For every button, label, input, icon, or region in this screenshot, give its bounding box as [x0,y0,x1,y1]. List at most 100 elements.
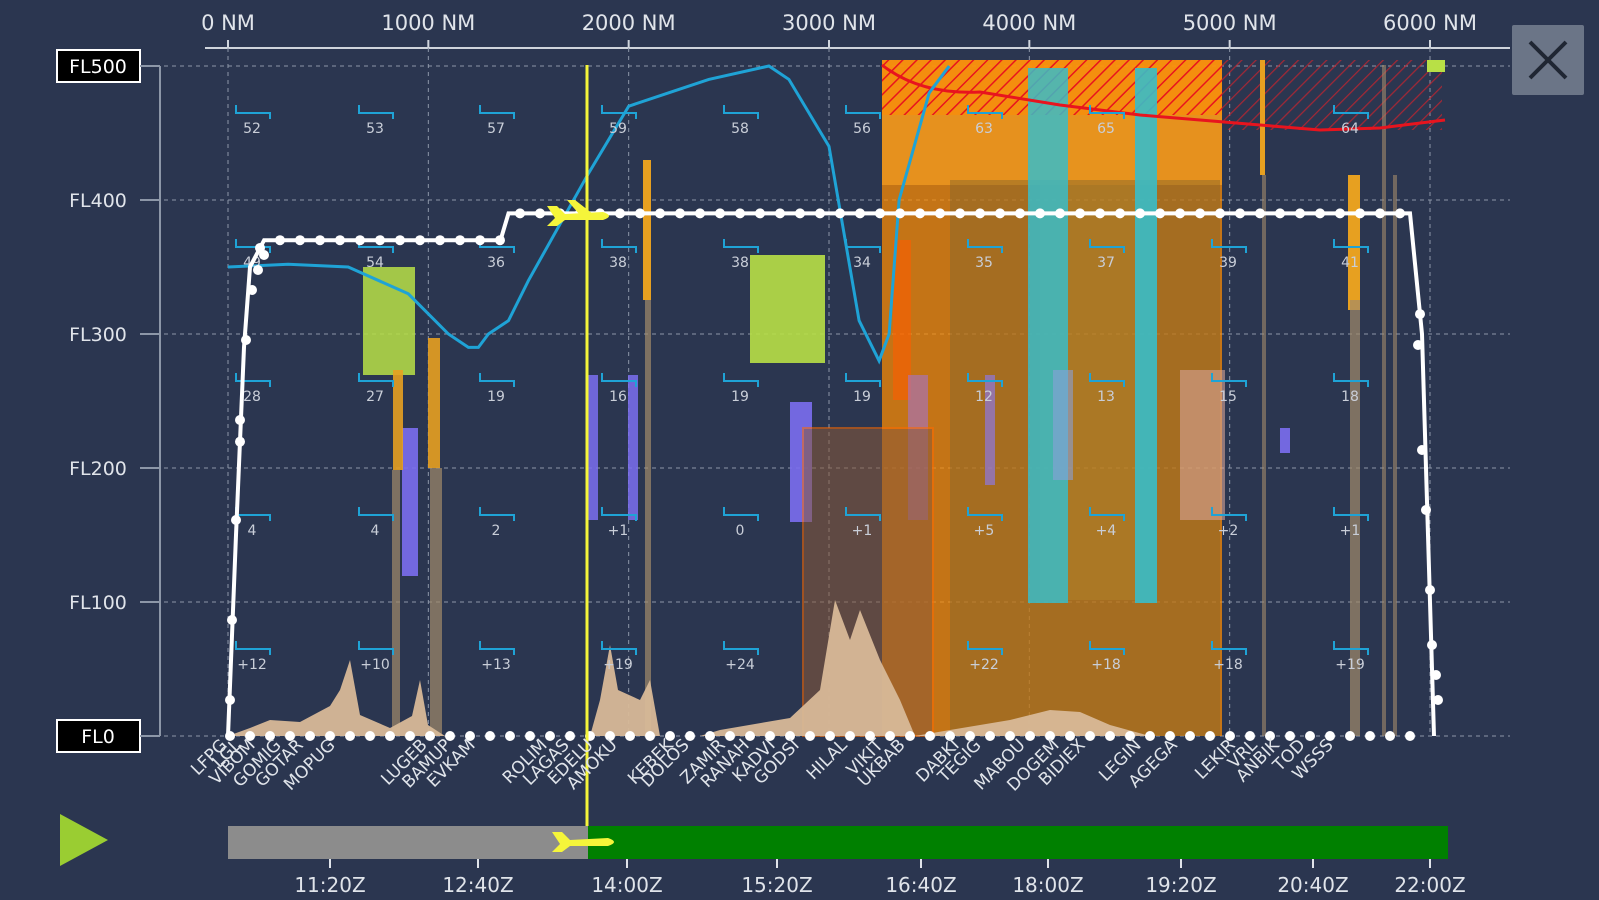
route-dot [655,208,665,219]
wind-barb: +4 [1089,507,1125,539]
ground-dot [605,731,615,741]
ground-dot [385,731,395,741]
ground-dot [545,731,555,741]
wind-label: 35 [975,255,993,271]
ground-dot [685,731,695,741]
wind-label: +13 [481,657,511,673]
ground-dot [405,731,415,741]
ground-dot [1125,731,1135,741]
route-dot [395,235,405,246]
wind-label: 57 [487,121,505,137]
wind-label: 37 [1097,255,1115,271]
wind-label: 56 [853,121,871,137]
wind-label: 59 [609,121,627,137]
route-dot [295,235,305,246]
wind-label: 65 [1097,121,1115,137]
timeline-flown [228,826,588,859]
route-dot [1427,640,1437,650]
wind-barb: 15 [1211,373,1247,405]
route-dot [975,208,985,219]
route-dot [231,515,241,525]
wind-barb: +1 [1333,507,1369,539]
route-dot [1115,208,1125,219]
wind-barb: 19 [479,373,515,405]
wind-barb: +5 [967,507,1003,539]
wind-label: 19 [487,389,505,405]
wind-barb: +2 [1211,507,1247,539]
wind-label: 38 [609,255,627,271]
route-dot [1215,208,1225,219]
timeline-aircraft-icon [552,832,614,852]
route-dot [935,208,945,219]
ground-dot [845,731,855,741]
play-button[interactable] [56,812,112,868]
ground-dot [305,731,315,741]
time-label: 20:40Z [1277,873,1348,897]
ground-dot [485,731,495,741]
wind-barb: 19 [845,373,881,405]
altitude-label: FL100 [69,592,127,614]
wind-label: 64 [1341,121,1359,137]
route-dot [355,235,365,246]
route-dot [495,235,505,246]
route-dot [1175,208,1185,219]
route-dot [227,615,237,625]
wind-barb: 39 [1211,239,1247,271]
time-label: 15:20Z [741,873,812,897]
wind-label: 28 [243,389,261,405]
wind-label: +19 [1335,657,1365,673]
ground-dot [665,731,675,741]
distance-label: 6000 NM [1383,11,1477,35]
route-dot [1055,208,1065,219]
route-dot [1433,695,1443,705]
aircraft-icon [547,200,609,226]
ground-dot [445,731,455,741]
wind-barb: 41 [1333,239,1369,271]
time-label: 22:00Z [1394,873,1465,897]
ground-dot [1325,731,1335,741]
route-dot [1135,208,1145,219]
wind-barb: 64 [1333,105,1369,137]
route-dot [435,235,445,246]
wind-barb: +10 [358,641,394,673]
route-dot [1195,208,1205,219]
ground-dot [1185,731,1195,741]
wind-label: +2 [1218,523,1239,539]
distance-label: 4000 NM [982,11,1076,35]
wind-label: +19 [603,657,633,673]
terrain-profile [228,600,1150,736]
wind-barb: +12 [235,641,271,673]
wind-label: +22 [969,657,999,673]
route-dot [1315,208,1325,219]
route-dot [1035,208,1045,219]
altitude-label: FL200 [69,458,127,480]
ground-dot [345,731,355,741]
ground-dot [805,731,815,741]
ground-dot [625,731,635,741]
route-dot [1095,208,1105,219]
timeline-bar[interactable] [228,826,1448,859]
route-dot [455,235,465,246]
wind-barb: 12 [967,373,1003,405]
route-dot [635,208,645,219]
wind-barb: 38 [723,239,759,271]
route-dot [259,250,269,260]
route-dot [1015,208,1025,219]
wind-label: 12 [975,389,993,405]
waypoint-label: HILAL [803,735,852,784]
ground-dot [1265,731,1275,741]
time-label: 16:40Z [885,873,956,897]
wind-label: 38 [731,255,749,271]
route-dot [1235,208,1245,219]
wind-label: 16 [609,389,627,405]
time-label: 12:40Z [442,873,513,897]
route-dot [1431,670,1441,680]
time-label: 19:20Z [1145,873,1216,897]
ground-dot [425,731,435,741]
route-dot [235,436,245,447]
wind-barb: 28 [235,373,271,405]
close-button[interactable] [1512,25,1584,95]
altitude-label: FL0 [81,726,115,748]
route-dot [1425,585,1435,595]
